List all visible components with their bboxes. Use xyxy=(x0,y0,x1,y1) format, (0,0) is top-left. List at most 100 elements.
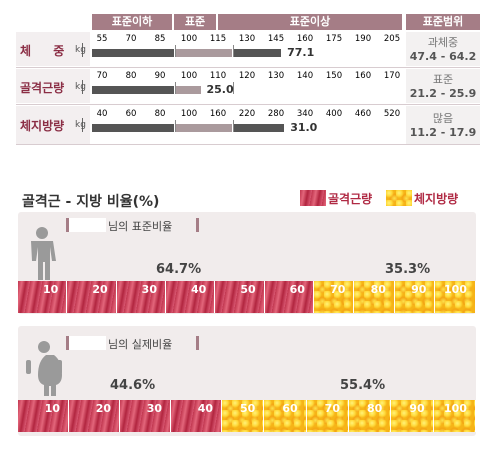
actual-ratio-caption: 님의 실제비율 xyxy=(108,338,173,351)
standard-ratio-bar: 10 20 30 40 50 60 70 80 90 100 xyxy=(18,281,476,313)
muscle-cell: 10 xyxy=(18,281,68,313)
ratio-tick-label: 90 xyxy=(409,402,425,415)
value-bar xyxy=(175,124,232,132)
scale-tick: 160 xyxy=(209,109,227,119)
standard-ratio-caption: 님의 표준비율 xyxy=(108,220,173,233)
value-bar xyxy=(92,49,174,57)
ratio-tick-label: 10 xyxy=(44,402,60,415)
ratio-tick-label: 40 xyxy=(197,402,213,415)
scale-tick: 80 xyxy=(125,71,137,81)
fat-cell: 100 xyxy=(433,400,476,432)
ratio-tick-label: 50 xyxy=(240,283,256,296)
scale-tick: 70 xyxy=(125,34,137,44)
muscle-cell: 40 xyxy=(171,400,222,432)
scale-tick: 205 xyxy=(383,34,401,44)
ratio-section-title: 골격근 - 지방 비율(%) xyxy=(22,194,160,210)
scale-tick: 120 xyxy=(238,71,256,81)
scale-tick: 150 xyxy=(325,71,343,81)
fat-cell: 60 xyxy=(264,400,307,432)
ratio-tick-label: 60 xyxy=(282,402,298,415)
fat-cell: 90 xyxy=(394,281,436,313)
header-below: 표준이하 xyxy=(92,14,172,30)
muscle-cell: 20 xyxy=(67,281,117,313)
row-weight-label: 체 중 xyxy=(20,44,74,58)
legend-muscle: 골격근량 xyxy=(300,189,372,207)
row-weight-scale: 55 70 85 100 115 130 145 160 175 190 205 77.1 xyxy=(92,34,402,66)
fat-cell: 70 xyxy=(313,281,355,313)
ratio-tick-label: 30 xyxy=(141,283,157,296)
ratio-tick-label: 20 xyxy=(95,402,111,415)
ratio-tick-label: 40 xyxy=(191,283,207,296)
scale-tick: 140 xyxy=(296,71,314,81)
value-bar xyxy=(175,86,201,94)
muscle-cell: 40 xyxy=(165,281,216,313)
scale-tick: 145 xyxy=(267,34,285,44)
ratio-tick-label: 20 xyxy=(92,283,108,296)
value-label: 31.0 xyxy=(290,121,318,134)
fat-cell: 80 xyxy=(348,400,392,432)
header-range: 표준범위 xyxy=(406,14,480,30)
scale-tick: 90 xyxy=(154,71,166,81)
actual-ratio-bar: 10 20 30 40 50 60 70 80 90 100 xyxy=(18,400,476,432)
scale-tick: 520 xyxy=(383,109,401,119)
scale-tick: 110 xyxy=(209,71,227,81)
ratio-tick-label: 100 xyxy=(444,402,467,415)
value-bar xyxy=(92,86,174,94)
row-weight-label-cell: 체 중 kg xyxy=(16,32,90,66)
scale-tick: 100 xyxy=(180,71,198,81)
body-composition-table: 표준이하 표준 표준이상 표준범위 체 중 kg 55 70 85 100 115 130… xyxy=(16,14,480,145)
fat-cell: 90 xyxy=(391,400,434,432)
ratio-tick-label: 70 xyxy=(330,283,346,296)
ratio-tick-label: 30 xyxy=(146,402,162,415)
actual-muscle-pct: 44.6% xyxy=(110,378,156,393)
standard-ratio-panel: 님의 표준비율 64.7% 35.3% 10 20 30 40 50 60 70 80 90 10… xyxy=(18,212,476,314)
unit-label: kg xyxy=(75,45,86,55)
actual-ratio-panel: 님의 실제비율 44.6% 55.4% 10 20 30 40 50 60 70 80 90 10… xyxy=(18,326,476,436)
row-fat-standard: 많음 11.2 - 17.9 xyxy=(406,106,480,144)
row-fat-scale: 40 60 80 100 160 220 280 340 400 460 520 31.0 xyxy=(92,109,402,141)
standard-fat-pct: 35.3% xyxy=(385,262,431,277)
scale-tick: 55 xyxy=(96,34,108,44)
muscle-cell: 30 xyxy=(120,400,171,432)
ratio-tick-label: 90 xyxy=(411,283,427,296)
fat-cell: 100 xyxy=(435,281,476,313)
ratio-tick-label: 50 xyxy=(240,402,256,415)
value-bar xyxy=(92,124,174,132)
fat-cell: 80 xyxy=(354,281,395,313)
row-fat-label: 체지방량 xyxy=(20,119,65,133)
muscle-swatch xyxy=(300,190,326,206)
scale-tick: 170 xyxy=(383,71,401,81)
muscle-cell: 50 xyxy=(215,281,265,313)
row-muscle-label-cell: 골격근량 kg xyxy=(16,69,90,103)
scale-tick: 70 xyxy=(96,71,108,81)
standard-muscle-pct: 64.7% xyxy=(156,262,202,277)
row-muscle-standard: 표준 21.2 - 25.9 xyxy=(406,69,480,103)
muscle-cell: 60 xyxy=(264,281,314,313)
fat-cell: 50 xyxy=(222,400,265,432)
scale-tick: 100 xyxy=(180,34,198,44)
value-label: 25.0 xyxy=(206,83,234,96)
ratio-tick-label: 60 xyxy=(289,283,305,296)
scale-tick: 80 xyxy=(154,109,166,119)
scale-tick: 460 xyxy=(354,109,372,119)
ratio-tick-label: 80 xyxy=(367,402,383,415)
value-bar xyxy=(233,49,282,57)
scale-tick: 175 xyxy=(325,34,343,44)
ratio-tick-label: 100 xyxy=(444,283,467,296)
scale-tick: 190 xyxy=(354,34,372,44)
ratio-tick-label: 70 xyxy=(324,402,340,415)
muscle-cell: 10 xyxy=(18,400,69,432)
fat-swatch xyxy=(386,190,412,206)
muscle-cell: 30 xyxy=(116,281,166,313)
legend-fat: 체지방량 xyxy=(386,189,458,207)
ratio-tick-label: 10 xyxy=(43,283,59,296)
user-name-box xyxy=(66,336,106,350)
row-fat-label-cell: 체지방량 kg xyxy=(16,106,90,144)
actual-fat-pct: 55.4% xyxy=(340,378,386,393)
scale-tick: 115 xyxy=(209,34,227,44)
scale-tick: 220 xyxy=(238,109,256,119)
muscle-cell: 20 xyxy=(69,400,120,432)
scale-tick: 40 xyxy=(96,109,108,119)
value-bar xyxy=(233,124,285,132)
scale-tick: 160 xyxy=(296,34,314,44)
